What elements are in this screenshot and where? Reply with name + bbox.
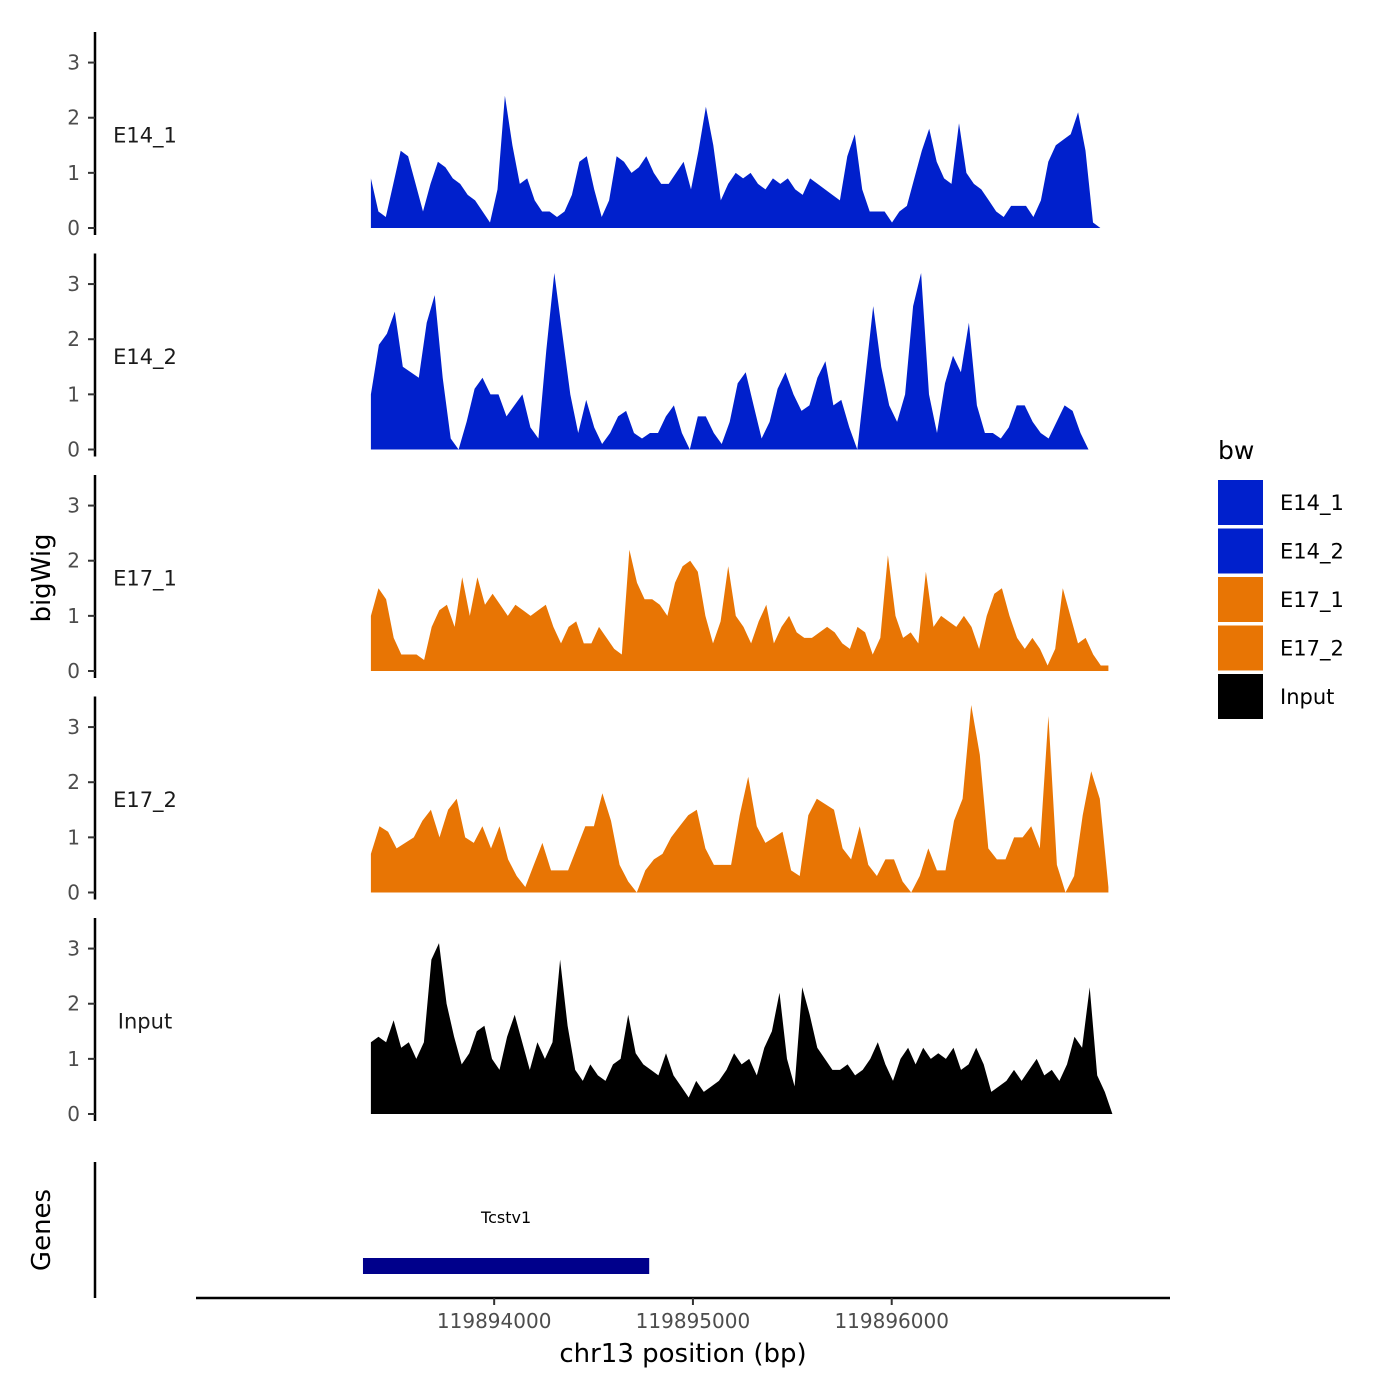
x-axis-title: chr13 position (bp)	[559, 1339, 806, 1369]
track-label-E17_1: E17_1	[113, 567, 177, 592]
y-tick-label: 0	[67, 1102, 80, 1126]
legend-title: bw	[1218, 436, 1254, 465]
track-label-E17_2: E17_2	[113, 788, 177, 813]
legend-items: E14_1 E14_2 E17_1 E17_2 Input	[1218, 480, 1344, 719]
signal-area-E14_1	[370, 95, 1101, 228]
y-tick-label: 2	[67, 327, 80, 351]
gene-panel: Genes Tcstv1	[27, 1162, 650, 1298]
legend-label-Input: Input	[1280, 685, 1334, 709]
gene-panel-label: Genes	[27, 1189, 57, 1271]
track-E17_1: 0 1 2 3 E17_1	[67, 475, 1109, 683]
y-tick-label: 1	[67, 161, 80, 185]
y-tick-label: 0	[67, 438, 80, 462]
gene-body-Tcstv1	[362, 1258, 650, 1274]
signal-area-Input	[370, 943, 1113, 1114]
track-label-Input: Input	[118, 1010, 172, 1034]
y-tick-label: 2	[67, 549, 80, 573]
track-E14_2: 0 1 2 3 E14_2	[67, 253, 1089, 462]
x-axis: 119894000 119895000 119896000 chr13 positi…	[196, 1296, 1170, 1369]
x-tick-label: 119896000	[834, 1309, 949, 1333]
x-axis-ticks: 119894000 119895000 119896000	[437, 1298, 949, 1333]
track-label-E14_1: E14_1	[113, 124, 177, 149]
y-tick-label: 3	[67, 715, 80, 739]
x-tick-label: 119894000	[437, 1309, 552, 1333]
signal-area-E14_2	[370, 273, 1089, 450]
legend-swatch-E17_1	[1218, 577, 1263, 622]
track-Input: 0 1 2 3 Input	[67, 918, 1113, 1126]
gene-label-Tcstv1: Tcstv1	[480, 1208, 531, 1227]
legend-label-E14_1: E14_1	[1280, 491, 1344, 516]
legend-swatch-E17_2	[1218, 625, 1263, 671]
legend: bw E14_1 E14_2 E17_1 E17_2 Input	[1218, 436, 1344, 719]
legend-label-E14_2: E14_2	[1280, 540, 1344, 565]
signal-area-E17_1	[370, 549, 1109, 671]
y-tick-label: 2	[67, 992, 80, 1016]
track-label-E14_2: E14_2	[113, 345, 177, 370]
y-tick-label: 3	[67, 51, 80, 75]
legend-swatch-Input	[1218, 674, 1263, 719]
track-E17_2: 0 1 2 3 E17_2	[67, 696, 1109, 905]
y-tick-label: 2	[67, 770, 80, 794]
y-tick-label: 1	[67, 382, 80, 406]
y-tick-label: 0	[67, 216, 80, 240]
legend-swatch-E14_2	[1218, 528, 1263, 574]
y-tick-label: 1	[67, 1047, 80, 1071]
x-tick-label: 119895000	[636, 1309, 751, 1333]
y-tick-label: 2	[67, 106, 80, 130]
y-tick-label: 1	[67, 604, 80, 628]
legend-label-E17_2: E17_2	[1280, 637, 1344, 662]
y-tick-label: 0	[67, 881, 80, 905]
legend-label-E17_1: E17_1	[1280, 588, 1344, 613]
y-tick-label: 3	[67, 272, 80, 296]
y-tick-label: 3	[67, 494, 80, 518]
track-E14_1: 0 1 2 3 E14_1	[67, 32, 1101, 240]
gene-models: Tcstv1	[362, 1208, 650, 1274]
bigwig-tracks: 0 1 2 3 E14_1 0 1 2 3 E14_2 0 1 2 3 E17_1 0 1 2 3 E17_2 0 1 2 3…	[67, 32, 1113, 1126]
y-tick-label: 1	[67, 825, 80, 849]
legend-swatch-E14_1	[1218, 480, 1263, 525]
y-tick-label: 3	[67, 937, 80, 961]
y-axis-title: bigWig	[27, 533, 57, 622]
signal-area-E17_2	[370, 705, 1109, 893]
y-tick-label: 0	[67, 659, 80, 683]
